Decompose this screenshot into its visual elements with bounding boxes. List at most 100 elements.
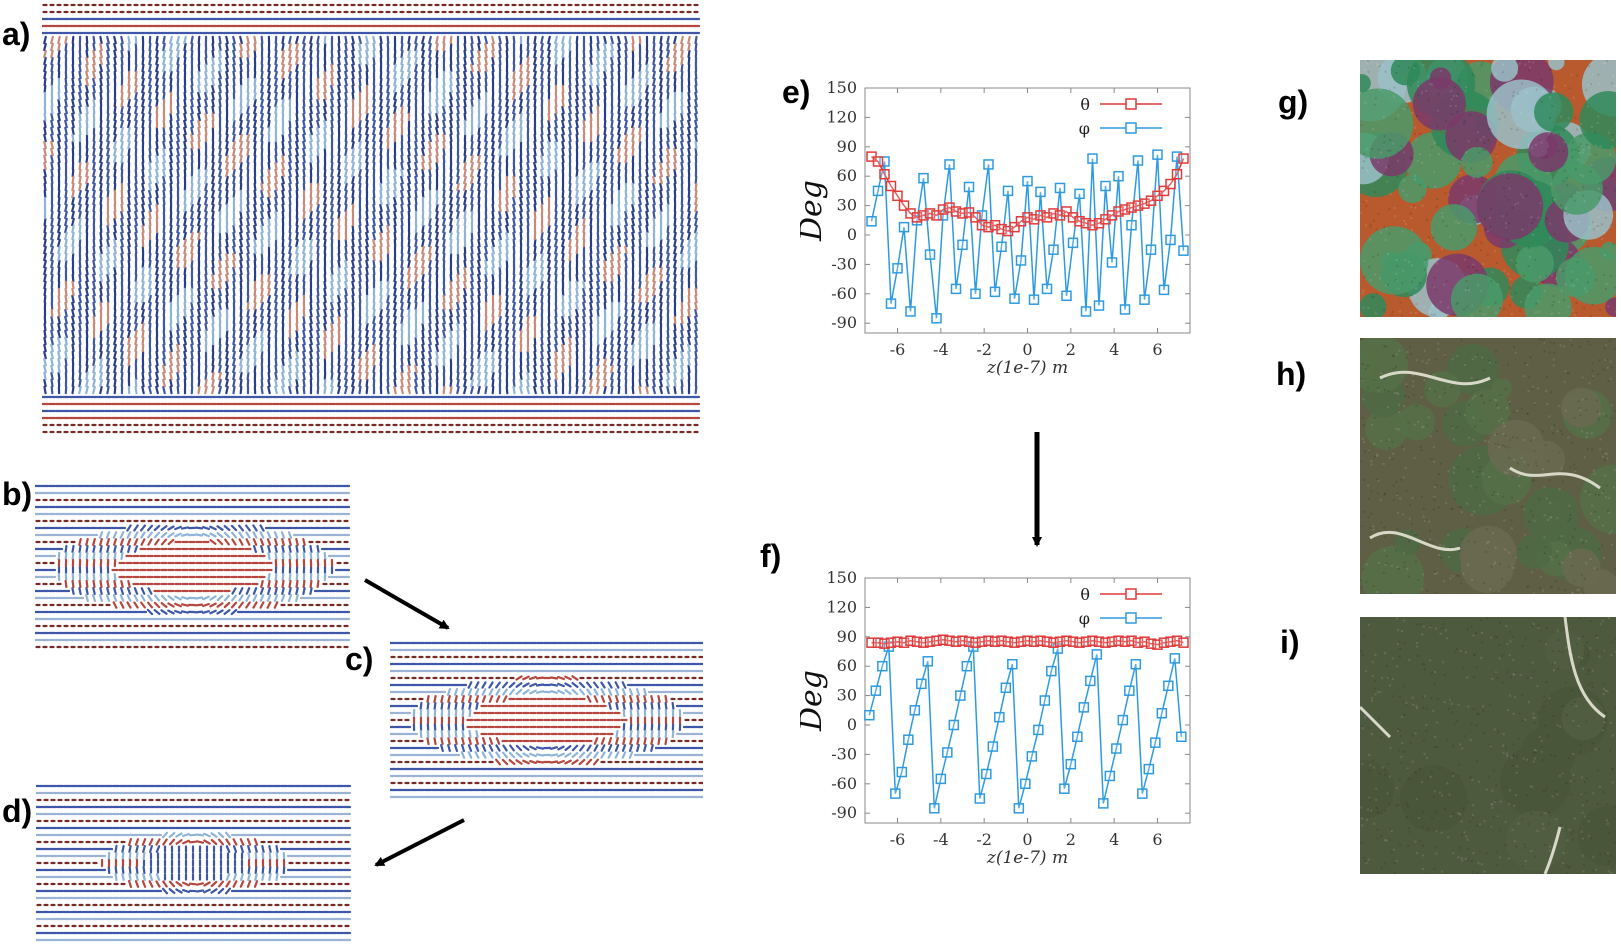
data-point [1035,186,1046,198]
data-point [1113,206,1124,217]
data-point [994,711,1005,723]
data-point [1080,636,1092,647]
x-tick-label: -2 [976,340,992,359]
data-point [1065,758,1077,770]
data-point [1067,636,1079,647]
data-point [1126,635,1137,646]
plot-e: 150 120 90 60 30 0 -30 -60 -90 -6 -4 -2 0 2 4 6 z(1e-7) … [794,78,1240,410]
data-point [1022,635,1033,646]
y-tick-label: 120 [826,597,857,616]
data-point [1046,665,1057,677]
series-line [871,156,1185,232]
data-point [879,168,890,180]
y-tick-label: 0 [847,225,857,244]
data-point [1048,208,1059,219]
data-point [1013,803,1025,814]
legend-label: φ [1079,609,1090,628]
data-point [955,690,966,701]
data-point [1048,244,1059,255]
data-point [1119,636,1131,647]
data-point [1132,155,1144,166]
data-point [1113,170,1124,182]
data-point [1026,751,1038,762]
vector-field-glyphs [36,784,352,942]
panel-label-c: c) [345,641,374,677]
data-point [1002,185,1014,197]
data-point [974,793,986,804]
data-point [877,660,888,672]
vector-field-glyphs [35,484,351,649]
x-tick-label: 2 [1066,830,1076,849]
data-point [1087,635,1098,646]
x-tick-label: 4 [1109,340,1119,359]
data-point [983,635,994,646]
data-point [937,204,949,215]
data-point [989,636,1001,647]
data-point [922,656,934,667]
x-tick-label: -4 [933,830,949,849]
data-point [931,635,942,646]
data-point [898,200,910,211]
x-tick-label: 6 [1152,830,1162,849]
x-axis-label: z(1e-7) m [986,358,1068,378]
micrograph-i [1360,617,1616,874]
data-point [931,313,942,324]
data-point [924,208,936,219]
legend-label: θ [1080,585,1090,604]
spin-texture-d [36,783,354,943]
data-point [976,219,988,231]
data-point [924,636,936,647]
x-axis-label: z(1e-7) m [986,848,1068,868]
data-point [1143,763,1155,775]
data-point [1074,216,1085,227]
data-point [1098,798,1109,809]
data-point [1067,237,1079,249]
data-point [896,766,908,778]
y-tick-label: 60 [837,166,857,185]
y-tick-label: -30 [831,744,857,763]
data-point [937,634,949,645]
data-point [1104,770,1116,782]
data-point [1132,637,1144,648]
data-point [1074,188,1085,200]
data-point [1171,151,1183,162]
panel-label-e: e) [782,74,811,110]
series-theta [866,634,1189,650]
data-point [1035,210,1046,221]
data-point [989,286,1001,298]
data-point [929,803,940,814]
x-tick-label: -6 [890,340,906,359]
vector-field-glyphs [42,3,701,434]
series-line [870,154,1185,319]
data-point [937,210,949,221]
data-point [1054,182,1066,194]
data-point [892,263,903,274]
data-point [1048,637,1059,648]
data-point [944,635,955,646]
data-point [898,221,910,233]
data-point [1054,636,1066,647]
data-point [1130,658,1142,670]
x-tick-label: 6 [1152,340,1162,359]
panel-label-b: b) [2,476,33,512]
data-point [1113,635,1124,646]
data-point [1091,649,1103,660]
x-tick-label: -6 [890,830,906,849]
x-tick-label: 4 [1109,830,1119,849]
y-tick-label: 0 [847,715,857,734]
data-point [1145,638,1157,649]
y-tick-label: -60 [831,284,857,303]
data-point [981,768,992,780]
y-tick-label: -90 [831,313,857,332]
x-tick-label: 0 [1022,830,1032,849]
data-point [1171,168,1183,180]
data-point [1111,743,1122,754]
spin-texture-c [390,640,703,802]
data-point [1178,245,1189,256]
data-point [1074,637,1085,648]
panel-label-g: g) [1278,84,1309,120]
panel-label-h: h) [1276,356,1307,392]
data-point [1009,221,1020,233]
data-point [1106,636,1118,647]
